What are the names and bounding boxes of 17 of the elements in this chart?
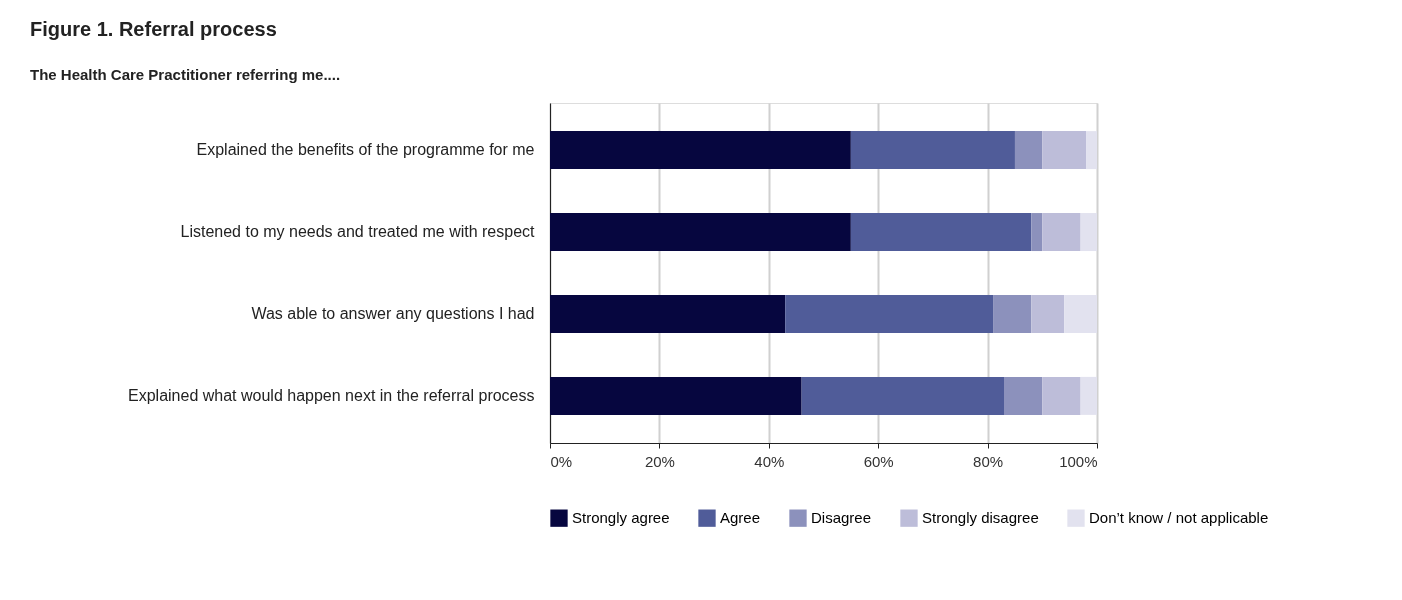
y-tick-label: Explained the benefits of the programme for me <box>196 141 535 159</box>
x-tick-label: 100% <box>1059 452 1098 470</box>
legend-label: Disagree <box>811 509 872 527</box>
x-tick-label: 80% <box>973 452 1004 470</box>
x-tick-label: 40% <box>754 452 785 470</box>
x-tick-label: 20% <box>644 452 675 470</box>
text: Figure 1. Referral process <box>30 18 277 40</box>
text: The Health Care Practitioner referring me.... <box>30 66 341 83</box>
y-tick-label: Explained what would happen next in the referral process <box>128 386 535 404</box>
y-tick-label: Was able to answer any questions I had <box>251 304 535 322</box>
legend-label: Don’t know / not applicable <box>1089 509 1269 527</box>
legend-label: Agree <box>720 509 761 527</box>
legend-label: Strongly disagree <box>922 509 1039 527</box>
legend-label: Strongly agree <box>572 509 670 527</box>
x-tick-label: 60% <box>863 452 894 470</box>
x-tick-label: 0% <box>550 452 573 470</box>
y-tick-label: Listened to my needs and treated me with respect <box>180 223 536 241</box>
